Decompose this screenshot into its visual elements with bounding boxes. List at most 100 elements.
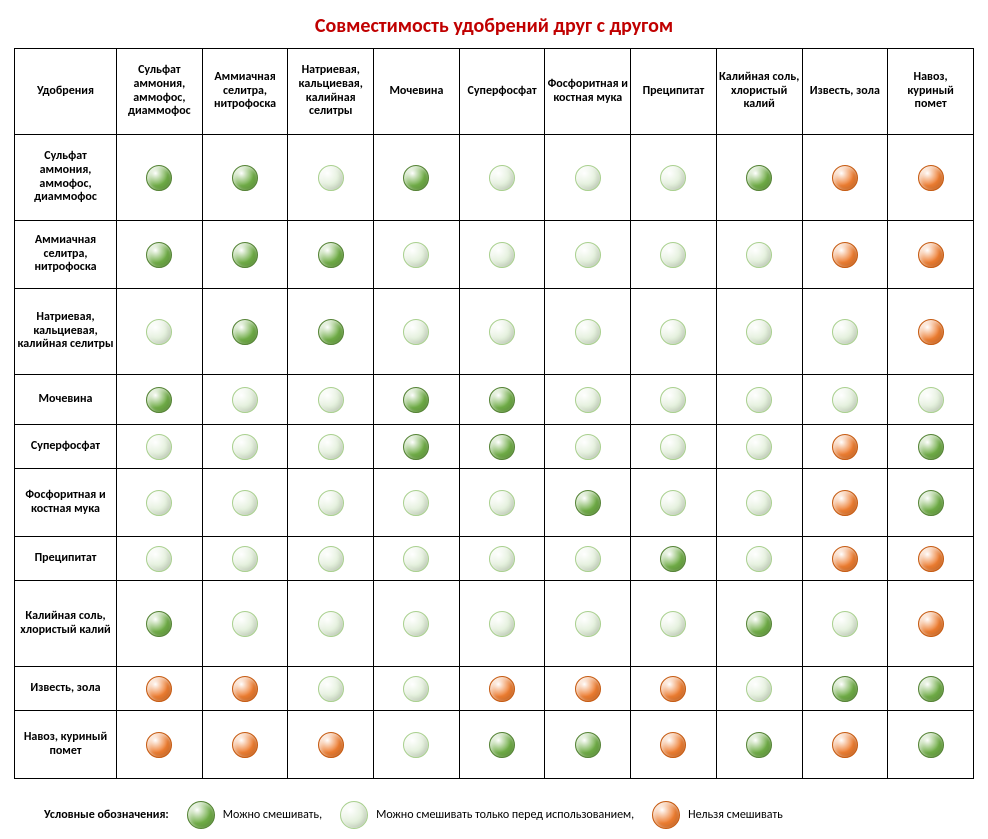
compat-dot-l bbox=[146, 434, 172, 460]
compat-dot-l bbox=[660, 611, 686, 637]
col-header: Фосфоритная и костная мука bbox=[545, 49, 631, 135]
compat-dot-l bbox=[232, 611, 258, 637]
compat-dot-l bbox=[832, 319, 858, 345]
compat-cell bbox=[374, 289, 460, 375]
compat-cell bbox=[117, 469, 203, 537]
row-header: Натриевая, кальциевая, калийная селитры bbox=[15, 289, 117, 375]
compat-cell bbox=[716, 221, 802, 289]
compat-dot-l bbox=[232, 546, 258, 572]
compat-cell bbox=[202, 221, 288, 289]
compat-dot-g bbox=[232, 242, 258, 268]
legend: Условные обозначения: Можно смешивать,Мо… bbox=[14, 801, 974, 829]
compat-cell bbox=[716, 425, 802, 469]
compat-dot-g bbox=[146, 387, 172, 413]
compat-cell bbox=[545, 221, 631, 289]
compat-dot-l bbox=[232, 434, 258, 460]
row-header: Суперфосфат bbox=[15, 425, 117, 469]
compat-dot-o bbox=[832, 490, 858, 516]
compat-dot-l bbox=[489, 242, 515, 268]
compat-cell bbox=[374, 711, 460, 779]
legend-text: Можно смешивать только перед использован… bbox=[376, 808, 634, 822]
compat-dot-g bbox=[575, 732, 601, 758]
table-row: Натриевая, кальциевая, калийная селитры bbox=[15, 289, 974, 375]
compat-cell bbox=[802, 375, 888, 425]
table-row: Преципитат bbox=[15, 537, 974, 581]
compat-cell bbox=[802, 221, 888, 289]
compat-dot-o bbox=[918, 242, 944, 268]
compat-dot-g bbox=[146, 611, 172, 637]
compat-cell bbox=[374, 581, 460, 667]
legend-item: Нельзя смешивать bbox=[652, 801, 783, 829]
compat-cell bbox=[631, 711, 717, 779]
legend-text: Можно смешивать, bbox=[223, 808, 322, 822]
compat-dot-g bbox=[746, 732, 772, 758]
compat-dot-l bbox=[660, 319, 686, 345]
compat-cell bbox=[288, 221, 374, 289]
compat-cell bbox=[459, 221, 545, 289]
table-row: Навоз, куриный помет bbox=[15, 711, 974, 779]
compat-cell bbox=[802, 289, 888, 375]
compat-dot-g bbox=[318, 242, 344, 268]
compat-dot-g bbox=[318, 319, 344, 345]
compat-dot-l bbox=[489, 165, 515, 191]
compat-cell bbox=[459, 537, 545, 581]
compat-cell bbox=[117, 221, 203, 289]
compat-cell bbox=[202, 581, 288, 667]
compat-dot-g bbox=[187, 801, 215, 829]
compat-dot-g bbox=[832, 676, 858, 702]
compat-cell bbox=[888, 135, 974, 221]
compat-cell bbox=[888, 581, 974, 667]
compat-dot-l bbox=[403, 546, 429, 572]
compat-dot-g bbox=[232, 165, 258, 191]
compat-cell bbox=[459, 711, 545, 779]
compat-cell bbox=[888, 375, 974, 425]
compat-cell bbox=[888, 711, 974, 779]
compat-dot-g bbox=[232, 319, 258, 345]
compat-cell bbox=[374, 667, 460, 711]
compat-cell bbox=[631, 135, 717, 221]
compat-cell bbox=[716, 711, 802, 779]
row-header: Мочевина bbox=[15, 375, 117, 425]
row-header: Фосфоритная и костная мука bbox=[15, 469, 117, 537]
compat-cell bbox=[202, 667, 288, 711]
compat-cell bbox=[202, 375, 288, 425]
compat-cell bbox=[802, 581, 888, 667]
compat-cell bbox=[631, 667, 717, 711]
compat-dot-l bbox=[918, 387, 944, 413]
compat-cell bbox=[631, 289, 717, 375]
compat-dot-g bbox=[918, 732, 944, 758]
table-row: Калийная соль, хлористый калий bbox=[15, 581, 974, 667]
compat-cell bbox=[288, 375, 374, 425]
compat-cell bbox=[117, 711, 203, 779]
compat-cell bbox=[631, 581, 717, 667]
compat-cell bbox=[288, 289, 374, 375]
compat-cell bbox=[545, 469, 631, 537]
compat-cell bbox=[545, 375, 631, 425]
compat-dot-l bbox=[575, 387, 601, 413]
compat-dot-o bbox=[918, 611, 944, 637]
compat-dot-g bbox=[746, 611, 772, 637]
compat-dot-l bbox=[489, 319, 515, 345]
table-row: Сульфат аммония, аммофос, диаммофос bbox=[15, 135, 974, 221]
compat-dot-l bbox=[832, 611, 858, 637]
compat-dot-g bbox=[489, 434, 515, 460]
compat-dot-l bbox=[340, 801, 368, 829]
compat-cell bbox=[202, 425, 288, 469]
compat-cell bbox=[288, 425, 374, 469]
compat-cell bbox=[888, 289, 974, 375]
compat-dot-l bbox=[746, 319, 772, 345]
compat-dot-l bbox=[232, 387, 258, 413]
compat-cell bbox=[888, 537, 974, 581]
compat-cell bbox=[288, 469, 374, 537]
compat-cell bbox=[117, 537, 203, 581]
compat-cell bbox=[545, 711, 631, 779]
compat-dot-o bbox=[832, 165, 858, 191]
compat-cell bbox=[459, 375, 545, 425]
compat-dot-l bbox=[403, 611, 429, 637]
compat-cell bbox=[716, 135, 802, 221]
col-header: Аммиачная селитра, нитрофоска bbox=[202, 49, 288, 135]
compat-cell bbox=[117, 581, 203, 667]
compat-dot-l bbox=[318, 676, 344, 702]
row-header: Известь, зола bbox=[15, 667, 117, 711]
compat-cell bbox=[202, 289, 288, 375]
